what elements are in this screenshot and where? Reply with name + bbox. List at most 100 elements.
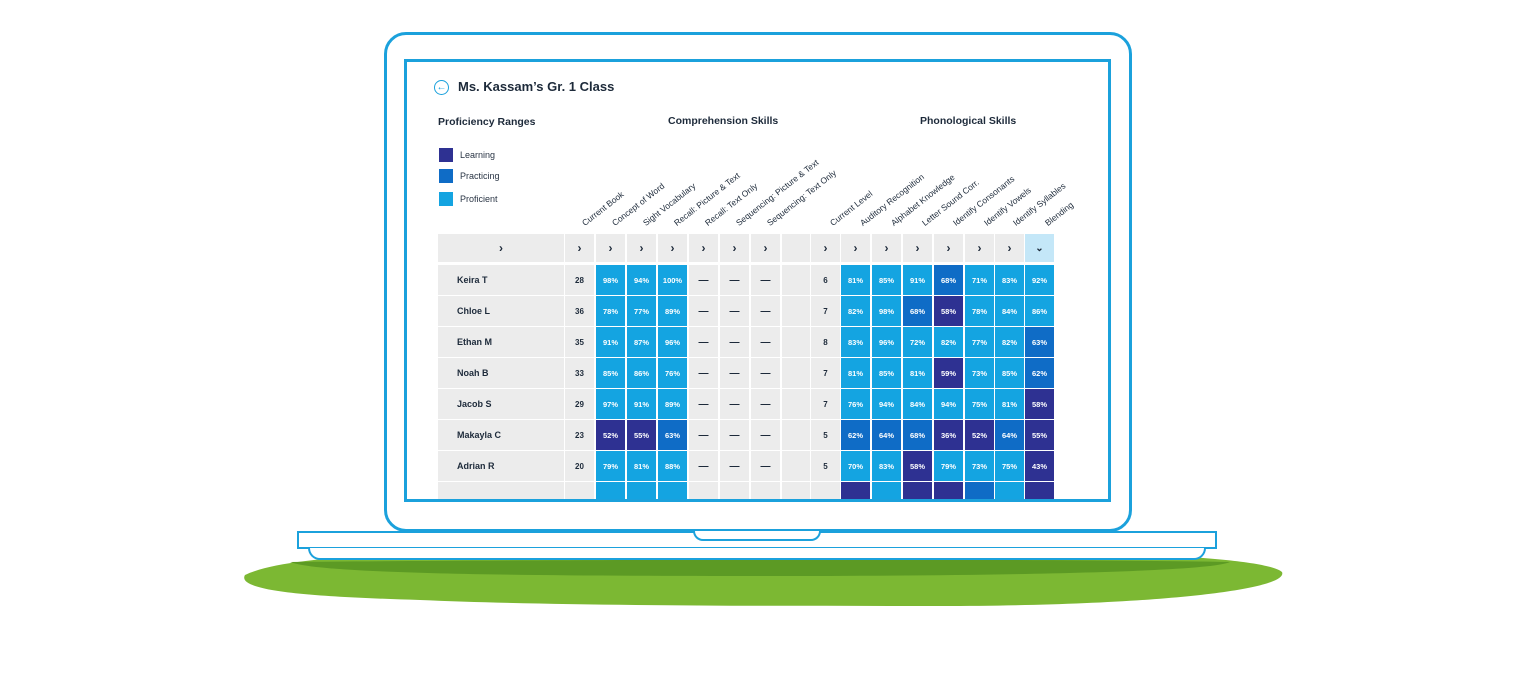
empty-score-cell: — — [751, 420, 780, 450]
comprehension-score-cell[interactable]: 78% — [596, 296, 625, 326]
comprehension-score-cell[interactable]: 89% — [658, 389, 687, 419]
column-chevron-right-icon[interactable]: › — [720, 234, 749, 262]
phonological-score-cell[interactable]: 85% — [995, 358, 1024, 388]
phonological-score-cell[interactable]: 83% — [872, 451, 901, 481]
comprehension-score-cell[interactable]: 94% — [627, 265, 656, 295]
comprehension-score-cell[interactable]: 87% — [627, 327, 656, 357]
comprehension-score-cell[interactable]: 88% — [658, 451, 687, 481]
comprehension-score-cell[interactable]: 86% — [627, 358, 656, 388]
column-chevron-right-icon[interactable]: › — [965, 234, 994, 262]
column-chevron-right-icon[interactable]: › — [995, 234, 1024, 262]
phonological-score-cell[interactable]: 81% — [903, 358, 932, 388]
phonological-score-cell[interactable]: 82% — [934, 327, 963, 357]
current-level-value: 7 — [811, 389, 840, 419]
comprehension-score-cell[interactable]: 91% — [627, 389, 656, 419]
phonological-score-cell[interactable]: 78% — [965, 296, 994, 326]
student-name[interactable]: Adrian R — [438, 451, 564, 481]
column-chevron-right-icon[interactable]: › — [658, 234, 687, 262]
phonological-score-cell[interactable]: 36% — [934, 420, 963, 450]
column-chevron-right-icon[interactable]: › — [751, 234, 780, 262]
sort-name-chevron-icon[interactable]: › — [438, 234, 564, 262]
phonological-score-cell[interactable]: 85% — [872, 265, 901, 295]
phonological-score-cell[interactable]: 68% — [903, 420, 932, 450]
phonological-score-cell[interactable]: 86% — [1025, 296, 1054, 326]
phonological-score-cell[interactable]: 82% — [995, 327, 1024, 357]
partial-row-cell — [934, 482, 963, 499]
phonological-score-cell[interactable]: 76% — [841, 389, 870, 419]
phonological-score-cell[interactable]: 72% — [903, 327, 932, 357]
column-chevron-right-icon[interactable]: › — [811, 234, 840, 262]
phonological-score-cell[interactable]: 58% — [1025, 389, 1054, 419]
student-name[interactable]: Noah B — [438, 358, 564, 388]
phonological-score-cell[interactable]: 77% — [965, 327, 994, 357]
column-chevron-right-icon[interactable]: › — [934, 234, 963, 262]
column-chevron-right-icon[interactable]: › — [872, 234, 901, 262]
phonological-score-cell[interactable]: 68% — [903, 296, 932, 326]
comprehension-score-cell[interactable]: 52% — [596, 420, 625, 450]
phonological-score-cell[interactable]: 85% — [872, 358, 901, 388]
comprehension-score-cell[interactable]: 97% — [596, 389, 625, 419]
comprehension-score-cell[interactable]: 76% — [658, 358, 687, 388]
phonological-score-cell[interactable]: 84% — [995, 296, 1024, 326]
phonological-score-cell[interactable]: 75% — [995, 451, 1024, 481]
phonological-score-cell[interactable]: 81% — [841, 265, 870, 295]
comprehension-score-cell[interactable]: 63% — [658, 420, 687, 450]
phonological-score-cell[interactable]: 91% — [903, 265, 932, 295]
spacer-cell — [782, 451, 810, 481]
phonological-score-cell[interactable]: 83% — [995, 265, 1024, 295]
comprehension-score-cell[interactable]: 85% — [596, 358, 625, 388]
phonological-score-cell[interactable]: 64% — [872, 420, 901, 450]
phonological-score-cell[interactable]: 52% — [965, 420, 994, 450]
phonological-score-cell[interactable]: 68% — [934, 265, 963, 295]
phonological-score-cell[interactable]: 75% — [965, 389, 994, 419]
comprehension-score-cell[interactable]: 77% — [627, 296, 656, 326]
student-name[interactable]: Keira T — [438, 265, 564, 295]
phonological-score-cell[interactable]: 64% — [995, 420, 1024, 450]
comprehension-score-cell[interactable]: 81% — [627, 451, 656, 481]
phonological-score-cell[interactable]: 79% — [934, 451, 963, 481]
phonological-score-cell[interactable]: 55% — [1025, 420, 1054, 450]
arrow-left-circle-icon[interactable]: ← — [434, 80, 449, 95]
column-chevron-right-icon[interactable]: › — [689, 234, 718, 262]
student-name[interactable]: Makayla C — [438, 420, 564, 450]
phonological-score-cell[interactable]: 43% — [1025, 451, 1054, 481]
comprehension-score-cell[interactable]: 55% — [627, 420, 656, 450]
phonological-score-cell[interactable]: 81% — [995, 389, 1024, 419]
student-name[interactable]: Chloe L — [438, 296, 564, 326]
phonological-score-cell[interactable]: 98% — [872, 296, 901, 326]
phonological-score-cell[interactable]: 70% — [841, 451, 870, 481]
comprehension-score-cell[interactable]: 100% — [658, 265, 687, 295]
phonological-score-cell[interactable]: 73% — [965, 451, 994, 481]
phonological-score-cell[interactable]: 84% — [903, 389, 932, 419]
comprehension-score-cell[interactable]: 96% — [658, 327, 687, 357]
phonological-score-cell[interactable]: 59% — [934, 358, 963, 388]
phonological-score-cell[interactable]: 81% — [841, 358, 870, 388]
phonological-score-cell[interactable]: 58% — [903, 451, 932, 481]
phonological-score-cell[interactable]: 96% — [872, 327, 901, 357]
phonological-score-cell[interactable]: 83% — [841, 327, 870, 357]
phonological-score-cell[interactable]: 58% — [934, 296, 963, 326]
column-chevron-right-icon[interactable]: › — [841, 234, 870, 262]
phonological-score-cell[interactable]: 62% — [1025, 358, 1054, 388]
column-chevron-right-icon[interactable]: › — [596, 234, 625, 262]
column-chevron-right-icon[interactable]: › — [627, 234, 656, 262]
phonological-score-cell[interactable]: 71% — [965, 265, 994, 295]
phonological-score-cell[interactable]: 92% — [1025, 265, 1054, 295]
comprehension-score-cell[interactable]: 79% — [596, 451, 625, 481]
phonological-score-cell[interactable]: 63% — [1025, 327, 1054, 357]
column-chevron-right-icon[interactable]: › — [565, 234, 594, 262]
column-expand-chevron-down-icon[interactable]: ⌄ — [1025, 234, 1054, 262]
current-book-value: 28 — [565, 265, 594, 295]
phonological-score-cell[interactable]: 94% — [872, 389, 901, 419]
phonological-score-cell[interactable]: 94% — [934, 389, 963, 419]
comprehension-score-cell[interactable]: 98% — [596, 265, 625, 295]
student-name[interactable]: Ethan M — [438, 327, 564, 357]
phonological-score-cell[interactable]: 62% — [841, 420, 870, 450]
comprehension-score-cell[interactable]: 89% — [658, 296, 687, 326]
phonological-score-cell[interactable]: 82% — [841, 296, 870, 326]
student-name[interactable]: Jacob S — [438, 389, 564, 419]
phonological-score-cell[interactable]: 73% — [965, 358, 994, 388]
column-chevron-right-icon[interactable]: › — [903, 234, 932, 262]
comprehension-score-cell[interactable]: 91% — [596, 327, 625, 357]
